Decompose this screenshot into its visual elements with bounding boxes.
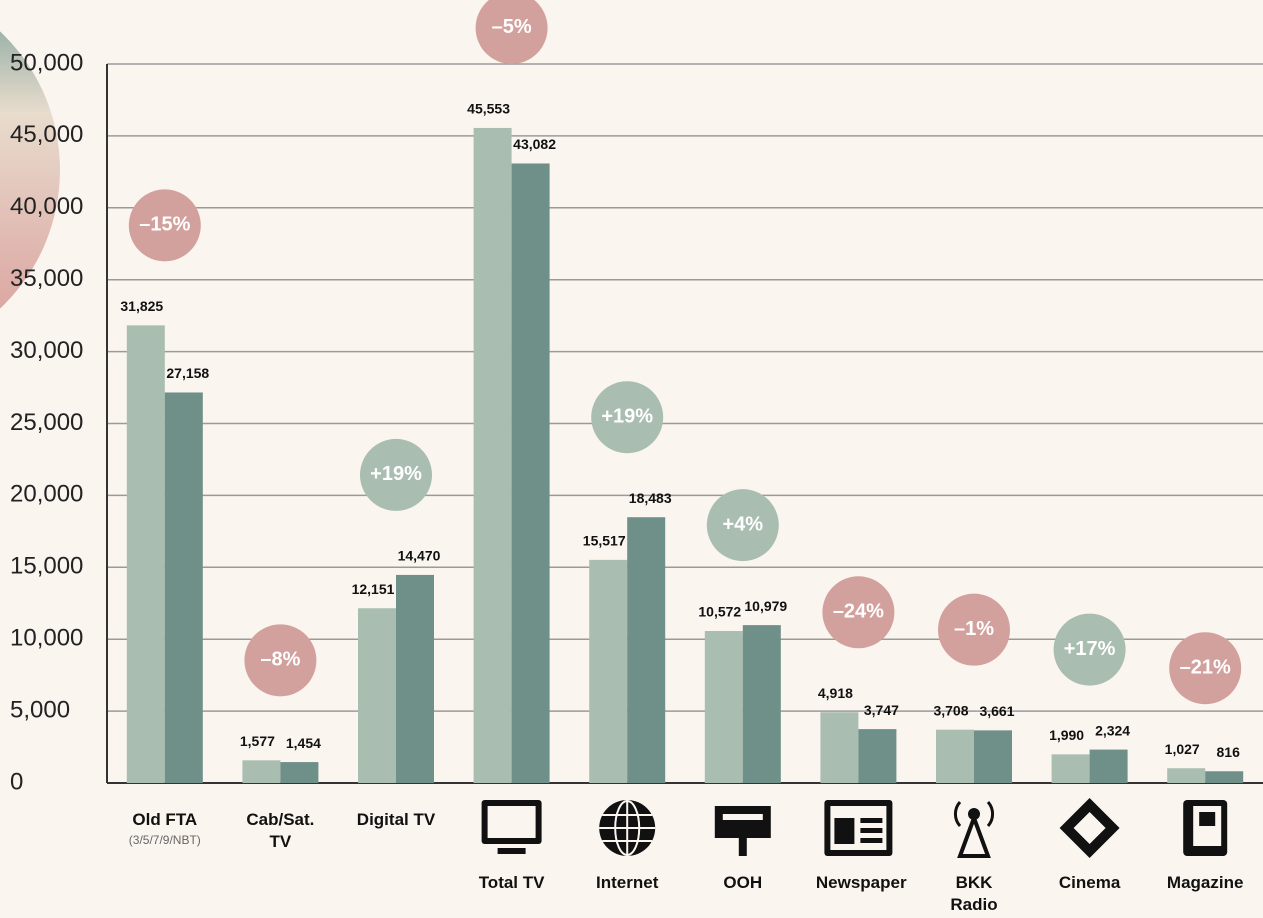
bar: [858, 729, 896, 783]
value-label: 45,553: [467, 101, 510, 117]
change-label: –5%: [492, 16, 532, 38]
change-label: –1%: [954, 618, 994, 640]
bar: [165, 392, 203, 783]
change-label: –15%: [139, 214, 190, 236]
value-label: 1,454: [286, 735, 321, 751]
y-tick-label: 15,000: [10, 553, 83, 580]
change-label: +19%: [601, 405, 653, 427]
y-tick-label: 50,000: [10, 49, 83, 76]
change-label: –24%: [833, 601, 884, 623]
bar: [280, 762, 318, 783]
icon: [968, 808, 980, 820]
x-tick-label: Magazine: [1163, 872, 1248, 894]
icon: [960, 818, 988, 856]
page: 0 5,000 10,000 15,000 20,000 25,000 30,000 35,0…: [0, 0, 1263, 918]
icon: [723, 814, 763, 820]
y-tick-label: 20,000: [10, 481, 83, 508]
value-label: 1,577: [240, 733, 275, 749]
bar: [512, 163, 550, 783]
chart: 0 5,000 10,000 15,000 20,000 25,000 30,000 35,0…: [0, 0, 1263, 918]
value-label: 15,517: [583, 533, 626, 549]
value-label: 27,158: [166, 365, 209, 381]
bar: [396, 575, 434, 783]
bar: [474, 128, 512, 783]
bar: [627, 517, 665, 783]
x-tick-label: Cinema: [1047, 872, 1132, 894]
bar: [358, 608, 396, 783]
value-label: 18,483: [629, 490, 672, 506]
bar: [127, 325, 165, 783]
icon: [739, 838, 747, 856]
value-label: 3,708: [933, 702, 968, 718]
value-label: 1,027: [1165, 741, 1200, 757]
change-label: +4%: [723, 513, 764, 535]
x-tick-note: (3/5/7/9/NBT): [110, 833, 220, 847]
bar: [743, 625, 781, 783]
bar: [1205, 771, 1243, 783]
x-tick-label: Internet: [585, 872, 670, 894]
icon: [498, 848, 526, 854]
bar: [242, 760, 280, 783]
value-label: 4,918: [818, 685, 853, 701]
icon: [715, 806, 771, 838]
icon: [860, 818, 882, 823]
bar: [705, 631, 743, 783]
value-label: 1,990: [1049, 727, 1084, 743]
y-tick-label: 30,000: [10, 337, 83, 364]
value-label: 2,324: [1095, 722, 1130, 738]
value-label: 31,825: [120, 298, 163, 314]
value-label: 10,979: [744, 598, 787, 614]
change-label: –21%: [1180, 657, 1231, 679]
y-tick-label: 45,000: [10, 121, 83, 148]
change-label: +19%: [370, 463, 422, 485]
value-label: 10,572: [698, 604, 741, 620]
y-tick-label: 10,000: [10, 625, 83, 652]
value-label: 14,470: [398, 548, 441, 564]
bar: [1052, 754, 1090, 783]
x-tick-label: Newspaper: [816, 872, 901, 894]
bar: [820, 712, 858, 783]
x-tick-label: Old FTA: [122, 809, 207, 831]
x-tick-label: Total TV: [469, 872, 554, 894]
bar: [936, 730, 974, 783]
y-tick-label: 0: [10, 768, 23, 795]
value-label: 3,661: [979, 703, 1014, 719]
value-label: 43,082: [513, 136, 556, 152]
bar: [1167, 768, 1205, 783]
x-tick-label: Cab/Sat. TV: [238, 809, 323, 853]
bar: [974, 730, 1012, 783]
change-label: –8%: [260, 649, 300, 671]
icon: [860, 828, 882, 833]
icon: [834, 818, 854, 844]
y-tick-label: 25,000: [10, 409, 83, 436]
value-label: 3,747: [864, 702, 899, 718]
icon: [1199, 812, 1215, 826]
x-tick-label: Digital TV: [354, 809, 439, 831]
icon: [860, 838, 882, 843]
bar: [589, 560, 627, 783]
y-tick-label: 5,000: [10, 696, 70, 723]
icon: [488, 806, 536, 838]
change-label: +17%: [1064, 638, 1116, 660]
y-tick-label: 40,000: [10, 193, 83, 220]
value-label: 816: [1217, 744, 1241, 760]
x-tick-label: OOH: [700, 872, 785, 894]
x-tick-label: BKK Radio: [932, 872, 1017, 916]
value-label: 12,151: [352, 581, 395, 597]
y-tick-label: 35,000: [10, 265, 83, 292]
bar: [1090, 750, 1128, 783]
